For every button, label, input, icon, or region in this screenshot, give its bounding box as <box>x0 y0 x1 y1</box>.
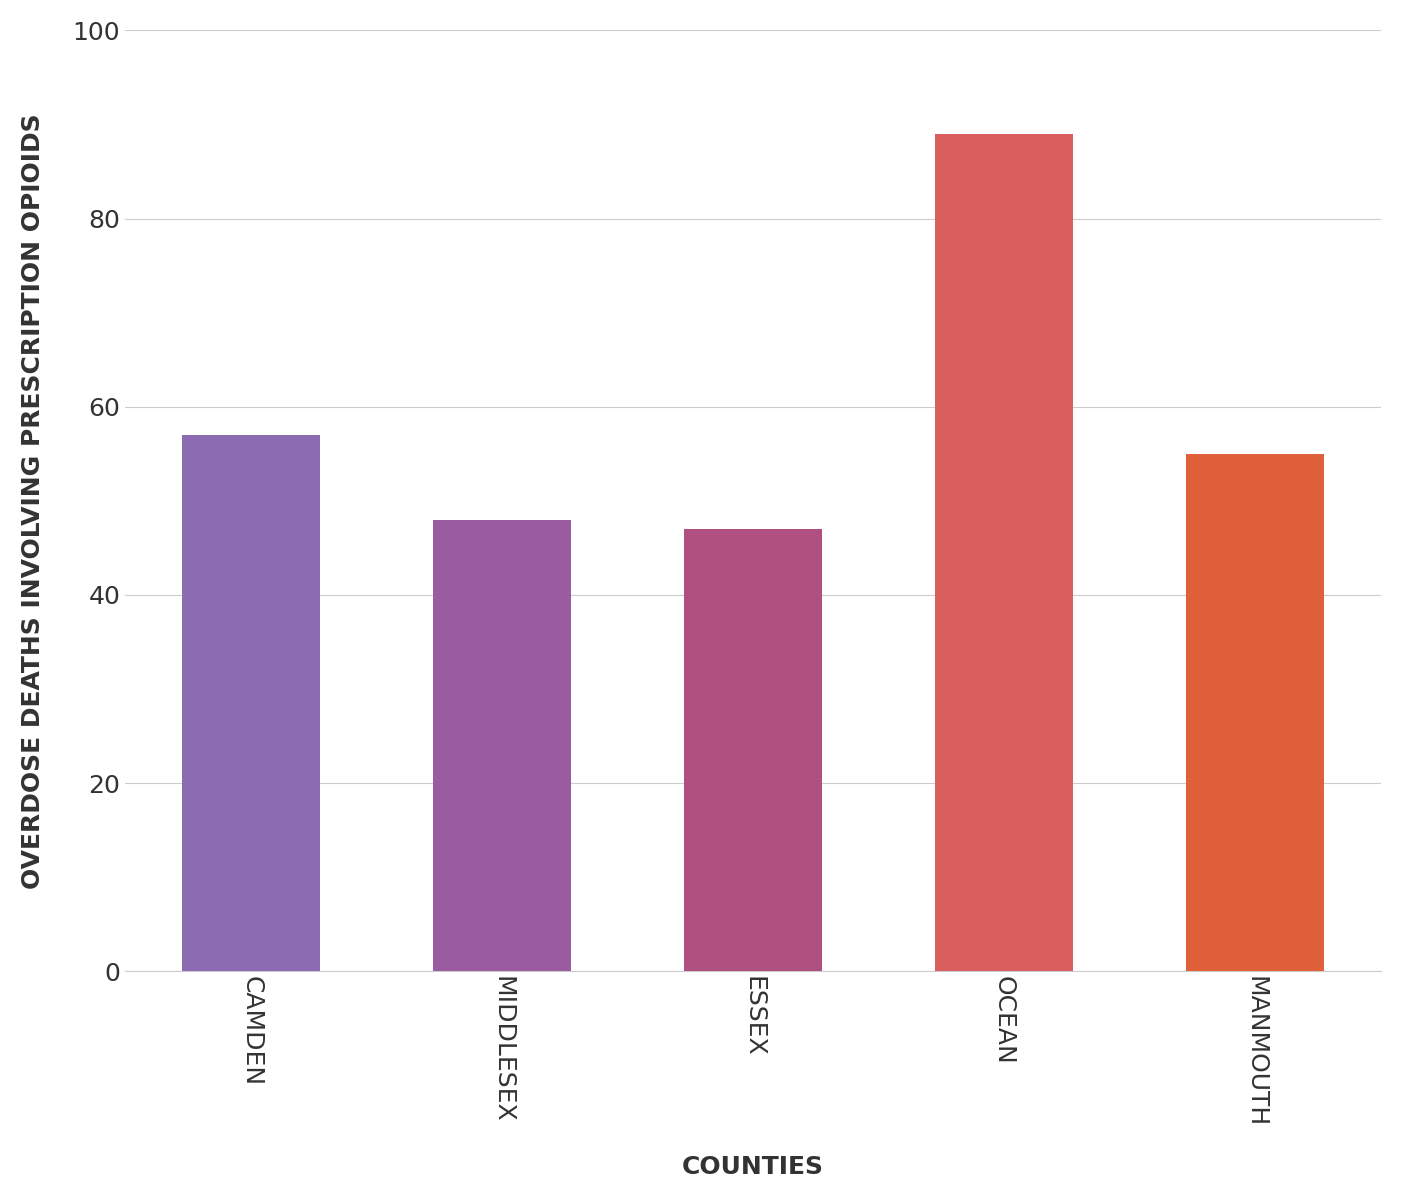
X-axis label: COUNTIES: COUNTIES <box>683 1156 824 1180</box>
Y-axis label: OVERDOSE DEATHS INVOLVING PRESCRIPTION OPIOIDS: OVERDOSE DEATHS INVOLVING PRESCRIPTION O… <box>21 113 45 889</box>
Bar <box>684 529 822 971</box>
Bar <box>1186 454 1323 971</box>
Bar <box>433 520 571 971</box>
Bar <box>182 434 320 971</box>
Bar <box>935 134 1073 971</box>
